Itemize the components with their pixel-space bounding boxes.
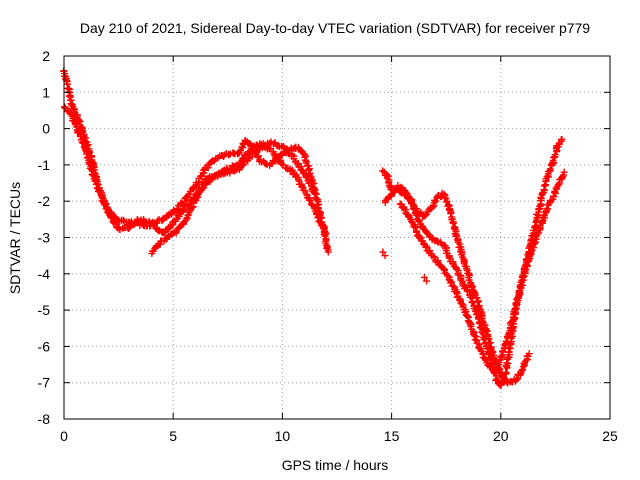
y-tick-label: -5	[38, 302, 51, 318]
data-point	[188, 204, 196, 212]
y-tick-label: -2	[38, 193, 51, 209]
x-tick-label: 5	[169, 428, 177, 444]
x-tick-label: 20	[493, 428, 509, 444]
data-point	[225, 151, 233, 159]
data-point	[502, 337, 510, 345]
data-point	[323, 244, 331, 252]
x-tick-label: 25	[602, 428, 618, 444]
chart-title: Day 210 of 2021, Sidereal Day-to-day VTE…	[80, 20, 590, 36]
data-point	[78, 138, 86, 146]
data-point	[450, 282, 458, 290]
data-point	[449, 219, 457, 227]
data-point	[278, 151, 286, 159]
data-points	[60, 67, 568, 389]
y-axis-label: SDTVAR / TECUs	[7, 182, 23, 294]
y-tick-label: -1	[38, 157, 51, 173]
data-point	[412, 224, 420, 232]
data-point	[445, 254, 453, 262]
data-point	[379, 248, 387, 256]
data-point	[180, 205, 188, 213]
x-axis-label: GPS time / hours	[282, 457, 389, 473]
y-tick-labels: 2 1 0 -1 -2 -3 -4 -5 -6 -7 -8	[38, 48, 51, 427]
y-tick-label: 0	[42, 121, 50, 137]
data-point	[151, 221, 159, 229]
data-point	[447, 210, 455, 218]
data-point	[420, 273, 428, 281]
data-point	[298, 182, 306, 190]
data-point	[538, 218, 546, 226]
y-tick-label: 2	[42, 48, 50, 64]
data-point	[440, 265, 448, 273]
data-point	[463, 312, 471, 320]
x-tick-label: 15	[384, 428, 400, 444]
data-point	[525, 350, 533, 358]
data-point	[550, 154, 558, 162]
data-point	[483, 327, 491, 335]
data-point	[177, 199, 185, 207]
data-point	[303, 174, 311, 182]
data-point	[65, 92, 73, 100]
data-point	[433, 237, 441, 245]
data-point	[422, 243, 430, 251]
data-point	[502, 368, 510, 376]
data-point	[440, 190, 448, 198]
y-tick-label: -4	[38, 266, 51, 282]
data-point	[115, 225, 123, 233]
data-point	[551, 151, 559, 159]
data-point	[102, 205, 110, 213]
y-tick-label: -8	[38, 411, 51, 427]
data-point	[383, 174, 391, 182]
data-point	[441, 194, 449, 202]
data-point	[278, 160, 286, 168]
data-point	[471, 336, 479, 344]
x-tick-label: 0	[60, 428, 68, 444]
data-point	[560, 168, 568, 176]
data-point	[559, 173, 567, 181]
data-point	[497, 352, 505, 360]
data-point	[457, 276, 465, 284]
data-point	[306, 196, 314, 204]
data-point	[311, 190, 319, 198]
data-point	[322, 230, 330, 238]
data-point	[423, 277, 431, 285]
y-tick-label: -6	[38, 338, 51, 354]
y-tick-label: -3	[38, 230, 51, 246]
data-point	[95, 188, 103, 196]
data-point	[422, 211, 430, 219]
data-point	[320, 224, 328, 232]
data-point	[69, 105, 77, 113]
data-point	[499, 348, 507, 356]
data-point	[246, 139, 254, 147]
data-point	[173, 205, 181, 213]
data-point	[305, 166, 313, 174]
x-tick-label: 10	[275, 428, 291, 444]
data-point	[546, 165, 554, 173]
data-point	[492, 369, 500, 377]
data-point	[251, 148, 259, 156]
data-point	[149, 220, 157, 228]
data-point	[324, 248, 332, 256]
data-point	[131, 220, 139, 228]
data-point	[396, 200, 404, 208]
x-tick-labels: 0 5 10 15 20 25	[60, 428, 618, 444]
y-tick-label: 1	[42, 84, 50, 100]
grid-lines	[64, 56, 610, 419]
data-point	[458, 300, 466, 308]
data-point	[558, 135, 566, 143]
data-point	[381, 252, 389, 260]
data-point	[467, 293, 475, 301]
data-point	[512, 376, 520, 384]
axis-ticks	[63, 55, 611, 420]
data-point	[540, 182, 548, 190]
y-tick-label: -7	[38, 375, 51, 391]
